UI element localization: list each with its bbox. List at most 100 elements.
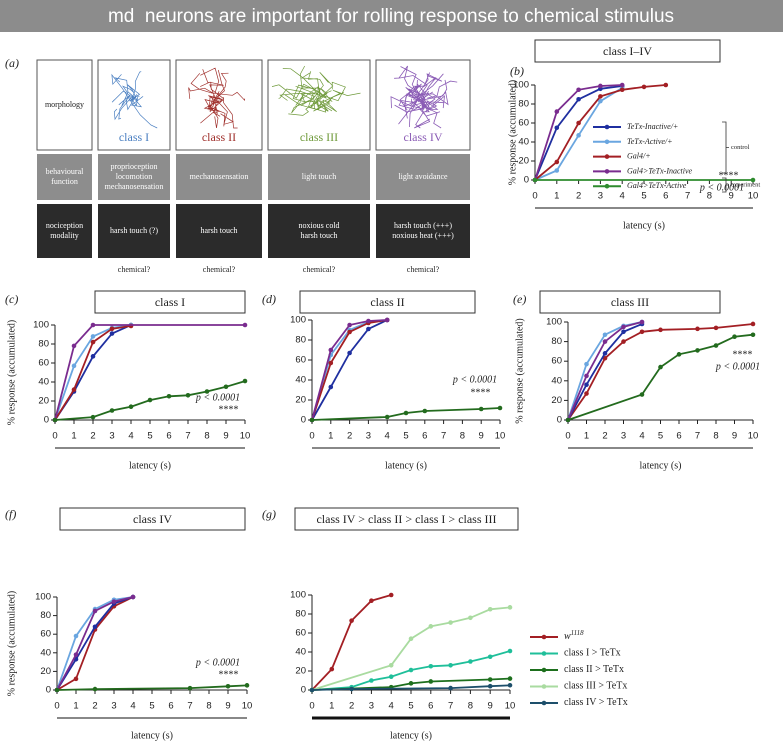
data-point xyxy=(73,633,79,639)
chart-title: class I xyxy=(155,295,185,309)
data-point xyxy=(90,322,96,328)
x-tick-label: 10 xyxy=(495,431,506,442)
annotation: p < 0.0001 xyxy=(452,374,497,385)
bracket-label: experiment xyxy=(731,181,760,188)
legend-label: Gal4/+ xyxy=(627,151,651,160)
x-axis-label: latency (s) xyxy=(623,220,665,231)
data-point xyxy=(619,87,625,93)
data-point xyxy=(73,676,79,682)
data-point xyxy=(584,361,589,367)
series-line xyxy=(311,650,511,691)
y-tick-label: 20 xyxy=(38,396,49,407)
y-tick-label: 100 xyxy=(33,320,49,331)
x-tick-label: 4 xyxy=(389,701,394,712)
legend-name: Gal4>TeTx-Inactive xyxy=(627,166,693,175)
x-tick-label: 9 xyxy=(223,431,228,442)
data-point xyxy=(90,414,96,420)
data-point xyxy=(507,676,513,681)
annotation: p < 0.0001 xyxy=(699,182,744,193)
y-tick-label: 60 xyxy=(518,118,529,129)
annotation: **** xyxy=(718,170,738,181)
legend-label: class II > TeTx xyxy=(564,664,624,675)
x-axis-label: latency (s) xyxy=(385,460,427,471)
data-point xyxy=(328,384,334,390)
data-point xyxy=(639,329,645,335)
y-tick-label: 40 xyxy=(40,647,51,658)
legend-marker xyxy=(604,183,610,189)
y-tick-label: 40 xyxy=(518,137,529,148)
data-point xyxy=(349,686,354,692)
cell xyxy=(98,154,170,200)
data-point xyxy=(695,348,700,353)
data-point xyxy=(598,98,603,104)
legend-marker xyxy=(541,700,547,706)
x-tick-label: 1 xyxy=(71,431,76,442)
data-point xyxy=(54,687,60,693)
data-point xyxy=(487,683,493,689)
x-tick-label: 4 xyxy=(620,191,625,202)
y-tick-label: 60 xyxy=(551,356,562,367)
data-point xyxy=(639,392,645,397)
x-tick-label: 8 xyxy=(204,431,209,442)
data-point xyxy=(468,615,473,621)
x-tick-label: 0 xyxy=(532,191,537,202)
series-line xyxy=(311,319,388,421)
y-tick-label: 60 xyxy=(40,629,51,640)
panel-label: (f) xyxy=(5,507,16,521)
y-tick-label: 60 xyxy=(295,628,306,639)
y-tick-label: 100 xyxy=(35,592,51,603)
x-tick-label: 8 xyxy=(460,431,465,442)
x-tick-label: 5 xyxy=(408,701,413,712)
chart-title: class IV > class II > class I > class II… xyxy=(316,512,496,526)
data-point xyxy=(713,325,719,331)
y-tick-label: 40 xyxy=(295,647,306,658)
x-tick-label: 0 xyxy=(309,701,314,712)
data-point xyxy=(621,339,626,344)
x-tick-label: 0 xyxy=(565,431,570,442)
y-tick-label: 100 xyxy=(290,590,306,601)
x-tick-label: 3 xyxy=(369,701,374,712)
annotation: p < 0.0001 xyxy=(195,392,240,403)
data-point xyxy=(366,326,371,332)
data-point xyxy=(388,674,394,679)
x-tick-label: 10 xyxy=(240,431,251,442)
data-point xyxy=(242,378,248,384)
data-point xyxy=(71,387,77,392)
x-tick-label: 4 xyxy=(639,431,644,442)
data-point xyxy=(244,683,250,688)
annotation: p < 0.0001 xyxy=(195,657,240,668)
y-tick-label: 80 xyxy=(40,610,51,621)
neuron-drawing xyxy=(390,65,458,129)
x-tick-label: 9 xyxy=(729,191,734,202)
series-line xyxy=(311,677,511,691)
legend-name: class I > TeTx xyxy=(564,648,621,659)
data-point xyxy=(109,326,115,332)
x-tick-label: 6 xyxy=(168,701,173,712)
data-point xyxy=(602,351,608,356)
x-tick-label: 3 xyxy=(366,431,371,442)
x-tick-label: 1 xyxy=(554,191,559,202)
data-point xyxy=(408,681,414,686)
data-point xyxy=(584,391,589,396)
y-tick-label: 0 xyxy=(301,685,306,696)
footnote: chemical? xyxy=(118,265,151,274)
annotation: **** xyxy=(732,349,752,360)
data-point xyxy=(576,87,581,93)
data-point xyxy=(130,594,136,600)
y-tick-label: 0 xyxy=(524,175,529,186)
data-point xyxy=(497,405,503,411)
data-point xyxy=(347,322,352,328)
data-point xyxy=(71,363,77,369)
y-tick-label: 20 xyxy=(295,395,306,406)
cell-text: light avoidance xyxy=(398,172,448,181)
data-point xyxy=(750,321,756,327)
cell-text: noxious heat (+++) xyxy=(392,231,454,240)
data-point xyxy=(408,636,414,641)
y-tick-label: 80 xyxy=(295,609,306,620)
series-line xyxy=(311,319,388,421)
chart-title: class III xyxy=(611,295,649,309)
x-tick-label: 6 xyxy=(428,701,433,712)
x-tick-label: 10 xyxy=(242,701,253,712)
series-line xyxy=(311,319,388,421)
data-point xyxy=(109,408,115,413)
